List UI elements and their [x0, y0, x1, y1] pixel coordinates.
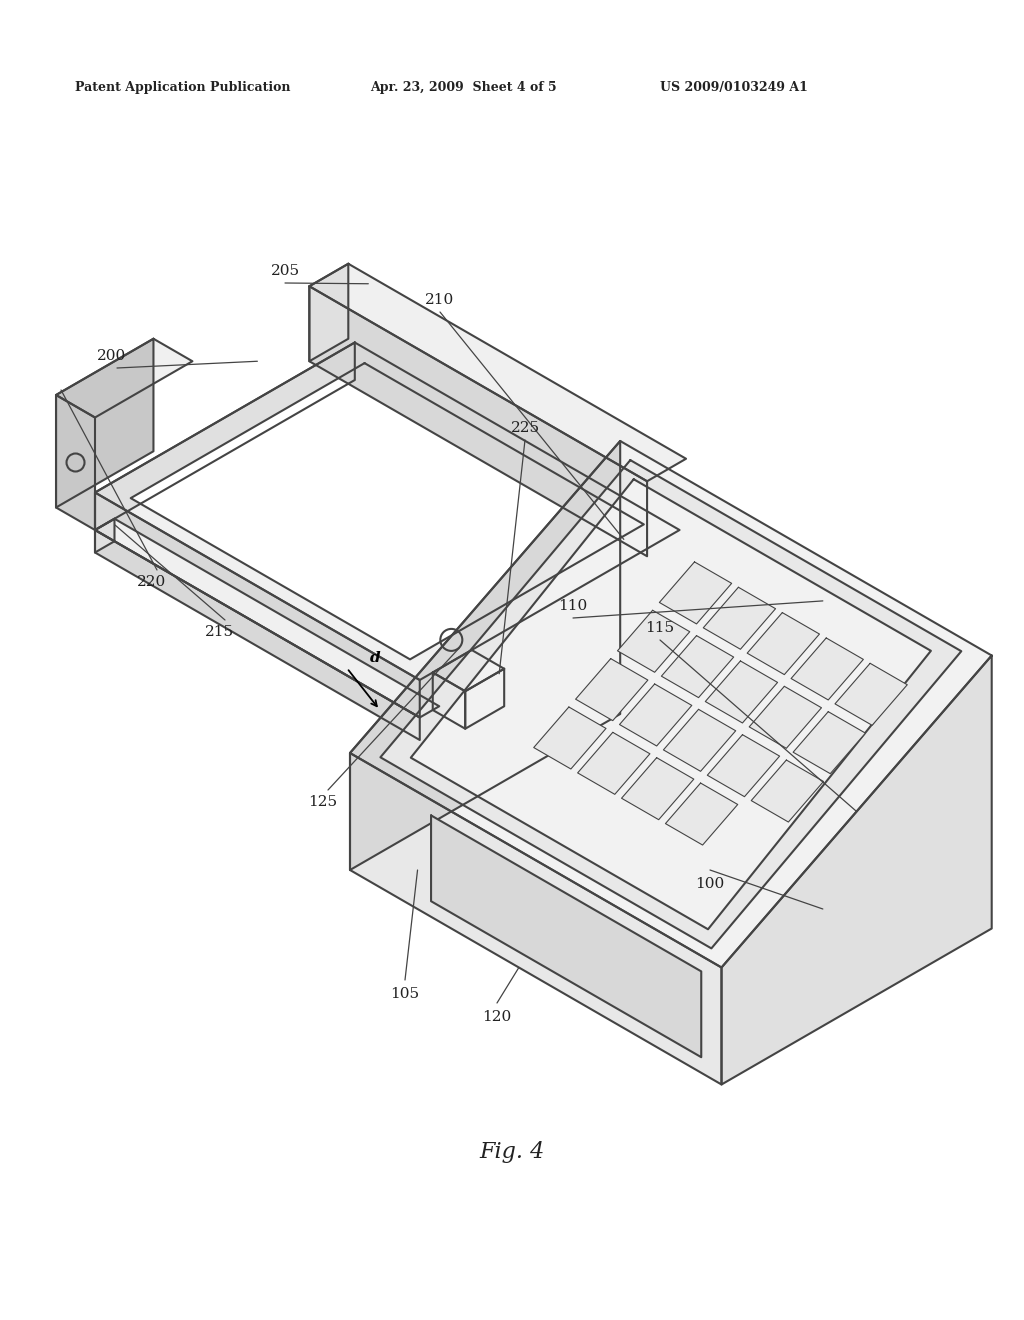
Polygon shape [617, 610, 690, 672]
Polygon shape [431, 816, 701, 1057]
Polygon shape [95, 492, 420, 718]
Polygon shape [622, 758, 694, 820]
Polygon shape [350, 441, 621, 870]
Text: 200: 200 [97, 348, 127, 363]
Text: Apr. 23, 2009  Sheet 4 of 5: Apr. 23, 2009 Sheet 4 of 5 [370, 82, 557, 95]
Polygon shape [56, 339, 154, 507]
Polygon shape [131, 363, 644, 660]
Polygon shape [666, 783, 737, 845]
Text: Fig. 4: Fig. 4 [479, 1140, 545, 1163]
Polygon shape [350, 441, 991, 968]
Polygon shape [835, 664, 907, 725]
Polygon shape [792, 638, 863, 700]
Text: 125: 125 [308, 795, 338, 809]
Polygon shape [703, 587, 775, 649]
Polygon shape [748, 612, 819, 675]
Text: 105: 105 [390, 987, 420, 1001]
Polygon shape [575, 659, 648, 721]
Polygon shape [578, 733, 650, 795]
Text: 220: 220 [137, 576, 167, 589]
Polygon shape [56, 395, 95, 531]
Polygon shape [95, 342, 354, 531]
Text: 205: 205 [270, 264, 300, 279]
Polygon shape [411, 479, 931, 929]
Polygon shape [95, 342, 680, 680]
Polygon shape [662, 636, 733, 697]
Polygon shape [750, 686, 821, 748]
Polygon shape [659, 562, 731, 624]
Polygon shape [752, 760, 823, 822]
Polygon shape [465, 669, 504, 729]
Text: Patent Application Publication: Patent Application Publication [75, 82, 291, 95]
Polygon shape [620, 684, 692, 746]
Text: 110: 110 [558, 599, 588, 612]
Polygon shape [95, 519, 115, 553]
Polygon shape [95, 531, 420, 741]
Text: 100: 100 [695, 876, 725, 891]
Polygon shape [309, 264, 686, 482]
Polygon shape [309, 264, 348, 362]
Polygon shape [350, 752, 722, 1085]
Polygon shape [534, 708, 606, 770]
Text: 215: 215 [206, 624, 234, 639]
Polygon shape [380, 461, 962, 948]
Polygon shape [433, 649, 504, 692]
Text: 225: 225 [510, 421, 540, 436]
Polygon shape [664, 709, 735, 771]
Polygon shape [722, 656, 991, 1085]
Text: 120: 120 [482, 1010, 512, 1024]
Polygon shape [433, 672, 465, 729]
Polygon shape [706, 661, 777, 723]
Polygon shape [309, 286, 647, 556]
Polygon shape [708, 735, 779, 797]
Text: 210: 210 [425, 293, 455, 308]
Polygon shape [794, 711, 865, 774]
Text: US 2009/0103249 A1: US 2009/0103249 A1 [660, 82, 808, 95]
Polygon shape [95, 519, 439, 718]
Polygon shape [56, 339, 193, 417]
Text: 115: 115 [645, 620, 675, 635]
Text: d: d [370, 651, 381, 665]
